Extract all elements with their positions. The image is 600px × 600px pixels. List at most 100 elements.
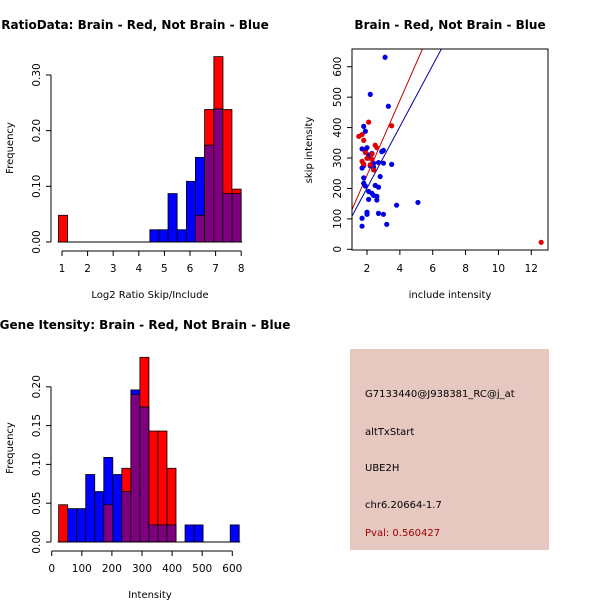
x-tick-label: 8 — [462, 263, 469, 275]
histogram-bar-overlap — [166, 524, 177, 543]
x-tick-label: 8 — [238, 263, 245, 275]
histogram-bar-overlap — [231, 193, 242, 243]
x-tick-label: 4 — [397, 263, 404, 275]
scatter-point — [359, 223, 365, 229]
probe-id: G7133440@J938381_RC@j_at — [365, 389, 515, 400]
x-tick-label: 10 — [492, 263, 505, 275]
event-type: altTxStart — [365, 427, 414, 438]
y-tick-label: 100 — [332, 209, 344, 229]
histogram-bar — [67, 508, 78, 543]
ratio-histogram-panel: RatioData: Brain - Red, Not Brain - Blue… — [1, 18, 268, 301]
x-tick-label: 600 — [222, 563, 242, 575]
scatter-title: Brain - Red, Not Brain - Blue — [354, 18, 545, 32]
y-tick-label: 0.10 — [31, 453, 43, 476]
histogram-bar-overlap — [103, 504, 114, 543]
x-tick-label: 2 — [364, 263, 371, 275]
histogram-bar-overlap — [157, 524, 168, 543]
scatter-point — [375, 210, 382, 216]
x-tick-label: 0 — [48, 563, 55, 575]
scatter-point — [359, 215, 365, 221]
histogram-bar — [184, 524, 195, 543]
ratio-histogram-ylabel: Frequency — [5, 122, 16, 174]
scatter-point — [379, 149, 385, 155]
y-tick-label: 0.00 — [31, 230, 43, 253]
info-panel: G7133440@J938381_RC@j_at altTxStart UBE2… — [350, 349, 549, 550]
intensity-histogram-title: Gene Itensity: Brain - Red, Not Brain - … — [0, 318, 290, 332]
y-tick-label: 200 — [332, 178, 344, 198]
x-tick-label: 300 — [132, 563, 152, 575]
y-tick-label: 0.05 — [31, 492, 43, 515]
scatter-point — [380, 160, 387, 166]
scatter-point — [415, 199, 421, 206]
y-tick-label: 300 — [332, 148, 344, 168]
x-tick-label: 1 — [59, 263, 66, 275]
histogram-bar — [85, 474, 96, 543]
histogram-bar-overlap — [148, 524, 159, 543]
scatter-point — [377, 173, 383, 180]
scatter-point — [389, 123, 395, 129]
histogram-bar — [149, 229, 160, 243]
scatter-point — [375, 184, 382, 190]
x-tick-label: 6 — [429, 263, 436, 275]
scatter-point — [369, 151, 375, 157]
scatter-point — [382, 54, 388, 60]
scatter-point — [364, 155, 370, 161]
y-tick-label: 600 — [332, 57, 344, 77]
scatter-xlabel: include intensity — [409, 290, 492, 301]
scatter-point — [361, 137, 367, 143]
x-tick-label: 12 — [525, 263, 538, 275]
scatter-point — [367, 91, 373, 98]
scatter-plot-box — [351, 48, 549, 251]
x-tick-label: 2 — [84, 263, 91, 275]
scatter-point — [389, 161, 395, 168]
histogram-bar-overlap — [130, 394, 141, 543]
scatter-point — [359, 131, 365, 138]
histogram-bar — [186, 180, 196, 243]
histogram-bar — [167, 193, 178, 243]
scatter-point — [367, 162, 373, 168]
scatter-panel: Brain - Red, Not Brain - Blue 2 4 6 8 10 12 0 1… — [304, 18, 549, 301]
histogram-bar-overlap — [139, 406, 150, 543]
histogram-bar-overlap — [195, 214, 205, 243]
scatter-point — [362, 128, 368, 134]
x-tick-label: 200 — [102, 563, 122, 575]
intensity-histogram-ylabel: Frequency — [5, 422, 16, 474]
scatter-point — [374, 193, 380, 199]
scatter-point — [393, 202, 400, 208]
scatter-point — [370, 167, 377, 173]
scatter-point — [374, 145, 380, 151]
histogram-bar — [158, 229, 169, 243]
histogram-bar-overlap — [213, 108, 224, 243]
histogram-bar — [76, 508, 87, 543]
scatter-point — [385, 103, 391, 109]
x-tick-label: 100 — [72, 563, 92, 575]
gene-name: UBE2H — [365, 463, 399, 474]
scatter-ylabel: skip intensity — [304, 117, 315, 184]
histogram-bar-overlap — [222, 193, 233, 243]
histogram-bar — [193, 524, 204, 543]
x-tick-label: 5 — [161, 263, 168, 275]
scatter-point — [380, 211, 387, 217]
scatter-point — [361, 161, 367, 167]
regression-line — [352, 49, 442, 218]
y-tick-label: 0.20 — [31, 375, 43, 398]
y-tick-label: 0.30 — [31, 63, 43, 86]
x-tick-label: 7 — [212, 263, 219, 275]
info-panel-background — [350, 349, 549, 550]
ratio-histogram-xlabel: Log2 Ratio Skip/Include — [91, 290, 208, 301]
x-tick-label: 400 — [162, 563, 182, 575]
scatter-point — [362, 149, 368, 156]
scatter-point — [369, 156, 375, 162]
scatter-point — [366, 119, 372, 125]
y-tick-label: 0.00 — [31, 530, 43, 553]
y-tick-label: 400 — [332, 118, 344, 138]
x-tick-label: 6 — [187, 263, 194, 275]
p-value: Pval: 0.560427 — [365, 528, 440, 539]
intensity-histogram-xlabel: Intensity — [128, 590, 172, 600]
x-tick-label: 500 — [192, 563, 212, 575]
scatter-point — [364, 145, 370, 151]
histogram-bar — [229, 524, 240, 543]
x-tick-label: 4 — [135, 263, 142, 275]
y-tick-label: 0.10 — [31, 175, 43, 198]
